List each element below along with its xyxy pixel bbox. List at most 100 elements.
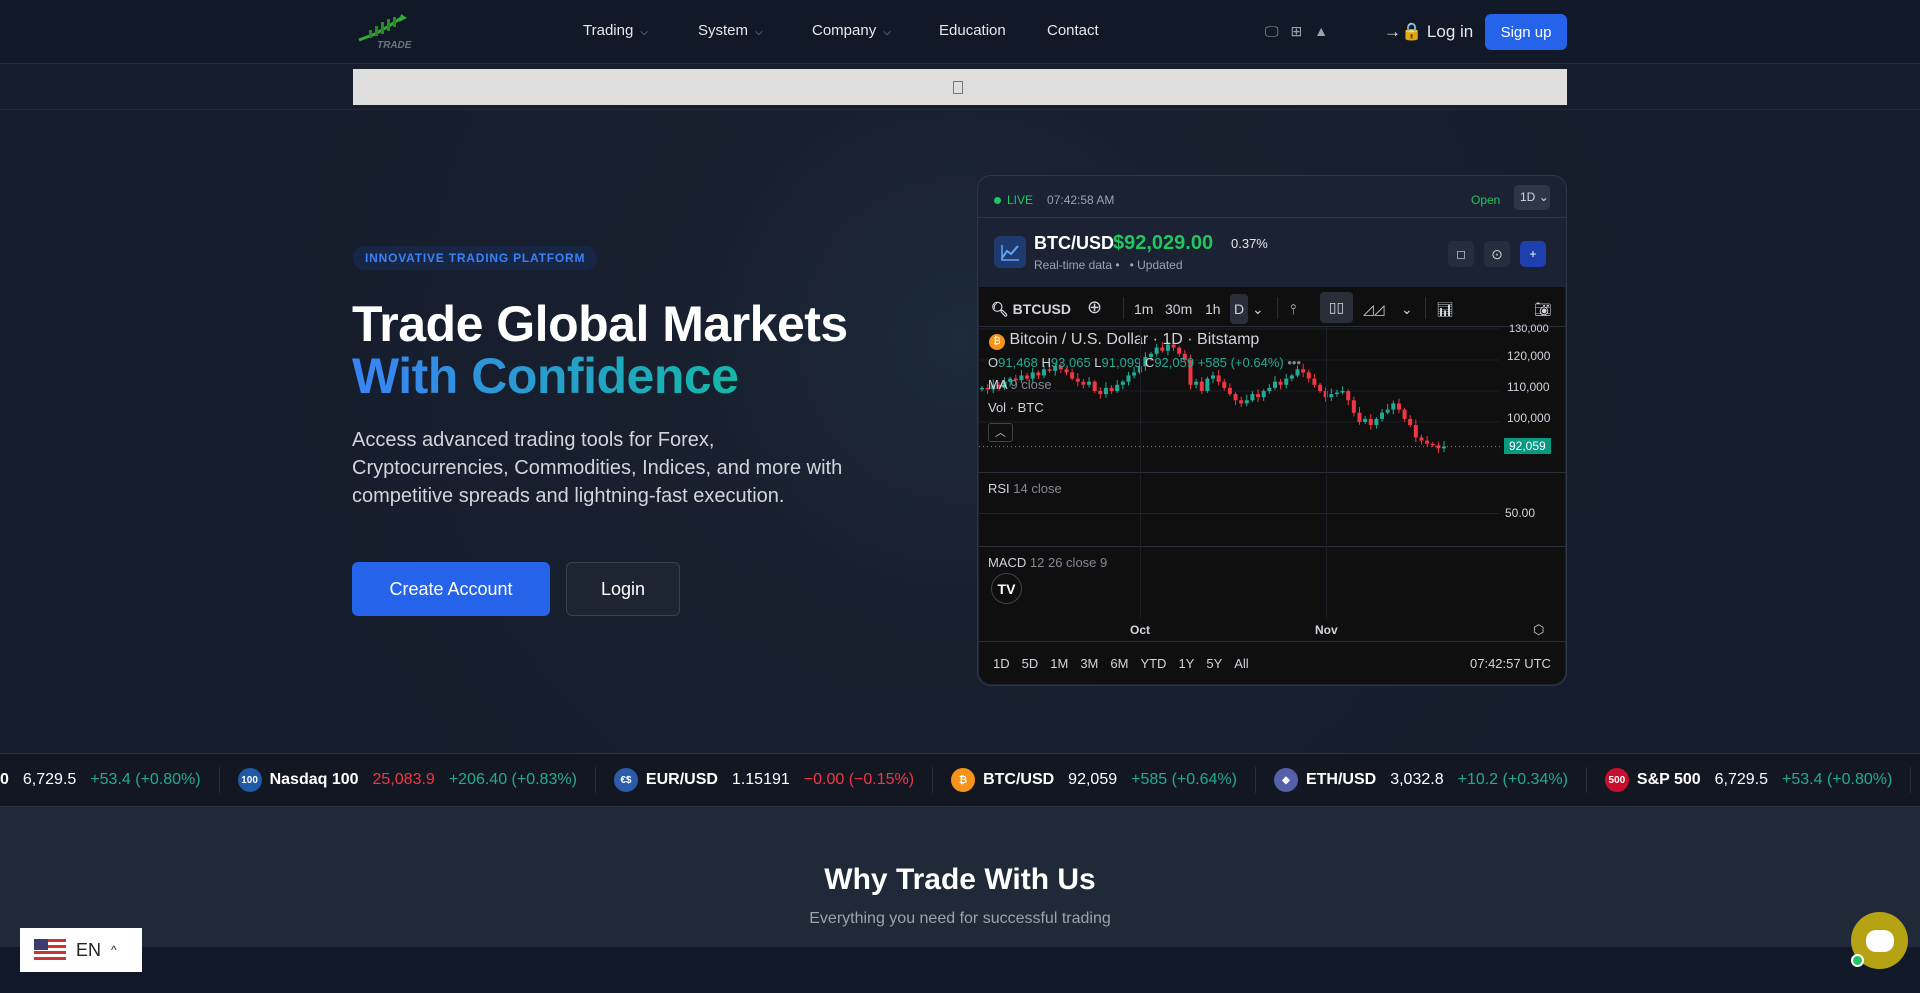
candle-body: [1216, 375, 1221, 382]
desktop-icon[interactable]: 🖵: [1265, 23, 1279, 39]
nav-education[interactable]: Education: [939, 22, 1006, 39]
windows-icon[interactable]: ⊞: [1290, 23, 1303, 39]
candle-body: [1261, 391, 1266, 398]
candle-body: [1030, 372, 1035, 379]
logo[interactable]: TRADE: [355, 14, 421, 51]
ticker-item[interactable]: ◆ ETH/USD 3,032.8 +10.2 (+0.34%): [1256, 767, 1587, 793]
android-icon[interactable]: ▲: [1314, 23, 1329, 39]
target-button[interactable]: ⊙: [1484, 241, 1510, 267]
login-label: Log in: [1426, 22, 1474, 41]
candle-body: [1211, 375, 1215, 379]
candle-body: [1019, 375, 1024, 381]
range-all[interactable]: All: [1234, 656, 1249, 671]
broken-image-icon: [953, 81, 963, 94]
interval-1h[interactable]: 1h: [1205, 301, 1221, 317]
range-5d[interactable]: 5D: [1021, 656, 1039, 671]
login-button[interactable]: Login: [566, 562, 680, 616]
ticker-tape[interactable]: 0 6,729.5 +53.4 (+0.80%) 100 Nasdaq 100 25,08…: [0, 753, 1920, 807]
ticker-item[interactable]: ₿ BTC/USD 92,059 +585 (+0.64%): [933, 767, 1256, 793]
trading-widget: LIVE 07:42:58 AM Open 1D ⌄ BTC/USD $92,02…: [977, 175, 1567, 686]
chat-bubble-icon: [1865, 929, 1894, 952]
rsi-label: RSI 14 close: [988, 481, 1062, 496]
nav-system[interactable]: System ⌵: [698, 22, 763, 39]
candle-body: [1306, 372, 1311, 379]
candle-body: [1115, 384, 1120, 391]
camera-icon[interactable]: 📷︎: [1534, 301, 1552, 317]
candle-body: [1368, 418, 1373, 426]
range-6m[interactable]: 6M: [1110, 656, 1129, 671]
ticker-item[interactable]: 500 S&P 500 6,729.5 +53.4 (+0.80%): [1587, 767, 1912, 793]
chat-button[interactable]: [1851, 912, 1908, 969]
ticker-item[interactable]: 0 6,729.5 +53.4 (+0.80%): [0, 767, 220, 793]
ticker-symbol: EUR/USD: [645, 771, 718, 788]
candle-body: [1312, 378, 1317, 385]
market-status: Open: [1471, 193, 1501, 207]
nav-company[interactable]: Company ⌵: [812, 22, 891, 39]
interval-d[interactable]: D: [1230, 294, 1249, 324]
hero-description: Access advanced trading tools for Forex,…: [352, 429, 843, 507]
ticker-change: +585 (+0.64%): [1131, 771, 1237, 788]
range-3m[interactable]: 3M: [1080, 656, 1099, 671]
ticker-item[interactable]: 100 Nasdaq 100 25,083.9 +206.40 (+0.83%): [220, 767, 596, 793]
chevron-down-icon: ⌵: [883, 27, 891, 38]
symbol-label: BTCUSD: [1012, 301, 1072, 317]
symbol-search[interactable]: 🔍︎ BTCUSD: [991, 301, 1071, 318]
hero-title: Trade Global Markets: [352, 296, 848, 352]
data-status: Real-time data • • Updated: [1034, 258, 1183, 272]
candle-body: [1396, 403, 1401, 410]
signup-button[interactable]: Sign up: [1485, 14, 1567, 50]
ticker-change: +53.4 (+0.80%): [90, 771, 201, 788]
candle-body: [1340, 391, 1345, 393]
ticker-change: +53.4 (+0.80%): [1782, 771, 1893, 788]
tradingview-chart[interactable]: 🔍︎ BTCUSD ⊕ 1m 30m 1h D ⌄ ⫯ ▯▯ ◿◿ ⌄ 📊︎ 📷…: [979, 287, 1565, 684]
indicators-icon[interactable]: 📊︎: [1436, 301, 1454, 317]
ticker-symbol: Nasdaq 100: [269, 771, 359, 788]
candle-body: [1098, 391, 1103, 395]
range-1y[interactable]: 1Y: [1178, 656, 1195, 671]
login-lock-icon: →🔒: [1384, 22, 1423, 41]
range-5y[interactable]: 5Y: [1206, 656, 1223, 671]
ticker-price: 1.15191: [731, 771, 790, 788]
nav-contact[interactable]: Contact: [1047, 22, 1099, 39]
chevron-down-icon[interactable]: ⌄: [1401, 301, 1413, 317]
range-ytd[interactable]: YTD: [1140, 656, 1167, 671]
candle-body: [1391, 403, 1396, 410]
chevron-down-icon: ⌄: [1538, 190, 1549, 204]
last-price-label: 92,059: [1504, 438, 1551, 454]
interval-1m[interactable]: 1m: [1134, 301, 1154, 317]
tradingview-logo[interactable]: TV: [991, 573, 1022, 604]
candle-body: [1165, 344, 1170, 351]
area-chart-type-icon[interactable]: ◿◿: [1363, 301, 1385, 317]
settings-icon[interactable]: ⬡: [1533, 622, 1545, 637]
add-button[interactable]: +: [1520, 241, 1546, 267]
create-account-button[interactable]: Create Account: [352, 562, 550, 616]
candle-body: [1289, 375, 1294, 379]
compare-add-icon[interactable]: ⊕: [1087, 297, 1103, 317]
interval-select[interactable]: 1D ⌄: [1514, 185, 1550, 210]
collapse-legend-button[interactable]: ︿: [988, 423, 1013, 442]
nav-trading[interactable]: Trading ⌵: [583, 22, 648, 39]
candle-body: [1425, 440, 1430, 444]
chevron-down-icon[interactable]: ⌄: [1252, 301, 1264, 317]
login-link[interactable]: →🔒 Log in: [1384, 22, 1473, 42]
ticker-item[interactable]: €$ EUR/USD 1.15191 −0.00 (−0.15%): [596, 767, 934, 793]
candle-body: [980, 387, 984, 390]
ticker-price: 92,059: [1068, 771, 1118, 788]
section-subtitle: Everything you need for successful tradi…: [809, 910, 1111, 927]
candle-body: [1329, 394, 1334, 398]
pair-change: 0.37%: [1231, 236, 1268, 251]
candle-chart-type-icon[interactable]: ▯▯: [1320, 292, 1353, 323]
interval-30m[interactable]: 30m: [1165, 301, 1193, 317]
candle-body: [1357, 412, 1362, 422]
ticker-symbol-icon: ₿: [951, 768, 976, 792]
range-1m[interactable]: 1M: [1050, 656, 1069, 671]
language-selector[interactable]: EN ^: [20, 928, 142, 972]
candle-body: [1132, 372, 1137, 376]
stop-button[interactable]: ◻: [1448, 241, 1474, 267]
live-dot-icon: [994, 196, 1001, 204]
candle-body: [1008, 378, 1013, 382]
ticker-price: 3,032.8: [1390, 771, 1444, 788]
range-1d[interactable]: 1D: [993, 656, 1010, 671]
candle-body: [1222, 381, 1227, 388]
bar-chart-type-icon[interactable]: ⫯: [1290, 301, 1297, 317]
